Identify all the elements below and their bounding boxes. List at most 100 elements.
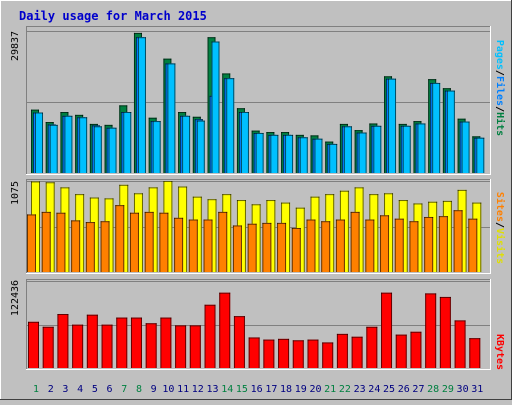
slash: / — [494, 70, 505, 76]
day-label: 2 — [48, 384, 54, 395]
sites-bar — [41, 211, 51, 272]
day-label: 30 — [457, 384, 469, 395]
day-label: 21 — [324, 384, 336, 395]
sites-bar — [56, 212, 66, 272]
sites-bar — [85, 222, 95, 272]
day-label: 3 — [62, 384, 68, 395]
hits-files-pages-panel — [26, 26, 491, 175]
slash: / — [494, 106, 505, 112]
day-label: 4 — [77, 384, 83, 395]
day-label: 24 — [368, 384, 380, 395]
visits-panel-ylabel: Sites/Visits — [494, 192, 506, 264]
sites-bar — [380, 215, 390, 272]
day-label: 26 — [398, 384, 410, 395]
sites-bar — [321, 221, 331, 272]
pages-bar — [388, 78, 397, 173]
pages-bar — [373, 125, 382, 173]
sites-bar — [438, 216, 448, 272]
kbytes-bar — [439, 296, 451, 368]
kbytes-bar — [28, 321, 39, 368]
day-label: 13 — [206, 384, 218, 395]
chart-title: Daily usage for March 2015 — [19, 9, 207, 23]
day-label: 28 — [427, 384, 439, 395]
kbytes-bar — [175, 325, 187, 368]
day-label: 1 — [33, 384, 39, 395]
kbytes-bar — [336, 333, 348, 368]
kbytes-bar — [42, 326, 54, 368]
pages-bar — [299, 137, 308, 173]
day-label: 10 — [162, 384, 174, 395]
pages-bar — [35, 112, 43, 173]
pages-bar — [196, 120, 205, 173]
pages-bar — [476, 137, 485, 173]
day-label: 15 — [236, 384, 248, 395]
sites-bar — [291, 227, 301, 272]
kbytes-bar — [72, 324, 84, 368]
sites-bar — [129, 212, 139, 272]
kbytes-label: KBytes — [494, 334, 505, 370]
sites-bar — [71, 220, 81, 272]
day-label: 29 — [442, 384, 454, 395]
pages-bar — [211, 41, 220, 174]
kbytes-bar — [366, 326, 378, 368]
files-label: Files — [494, 76, 506, 106]
sites-bar — [335, 219, 345, 272]
pages-bar — [461, 121, 470, 173]
kbytes-bar — [116, 317, 128, 368]
kbytes-bar — [469, 338, 481, 368]
sites-bar — [365, 219, 375, 272]
pages-bar — [123, 112, 132, 173]
kbytes-bar — [322, 342, 334, 368]
day-label: 8 — [136, 384, 142, 395]
sites-bar — [453, 210, 463, 272]
kbytes-bar — [248, 337, 260, 368]
sites-label: Sites — [494, 192, 506, 222]
kbytes-bar — [86, 314, 98, 368]
kbytes-bar — [263, 339, 275, 368]
pages-bar — [79, 117, 88, 173]
day-label: 25 — [383, 384, 395, 395]
pages-bar — [137, 37, 146, 173]
day-label: 20 — [309, 384, 321, 395]
day-label: 11 — [177, 384, 189, 395]
kbytes-panel-max-tick: 122436 — [10, 280, 21, 316]
pages-bar — [182, 115, 191, 173]
kbytes-bar — [130, 317, 142, 368]
kbytes-bar — [410, 331, 422, 368]
kbytes-bar — [204, 304, 216, 368]
kbytes-bar — [145, 323, 157, 368]
kbytes-bar — [278, 338, 290, 368]
pages-bar — [270, 134, 279, 173]
kbytes-bar — [101, 324, 113, 368]
pages-bar — [167, 63, 176, 173]
pages-bar — [93, 126, 102, 173]
day-label: 17 — [265, 384, 277, 395]
sites-bar — [277, 222, 287, 272]
slash: / — [494, 222, 505, 228]
sites-bar — [262, 222, 272, 272]
pages-bar — [226, 78, 235, 173]
pages-bar — [108, 127, 117, 173]
visits-panel-max-tick: 1075 — [10, 181, 21, 205]
kbytes-bar — [425, 293, 437, 368]
kbytes-panel-ylabel: KBytes — [494, 334, 505, 370]
day-label: 31 — [471, 384, 483, 395]
kbytes-bar — [219, 292, 231, 368]
day-label: 7 — [121, 384, 127, 395]
pages-bar — [49, 124, 58, 173]
pages-bar — [432, 82, 441, 173]
kbytes-bar — [160, 317, 172, 368]
pages-bar — [314, 138, 323, 173]
day-label: 22 — [339, 384, 351, 395]
hits-label: Hits — [494, 112, 506, 136]
kbytes-panel — [26, 279, 491, 370]
sites-bar — [203, 219, 213, 272]
day-label: 18 — [280, 384, 292, 395]
day-label: 19 — [295, 384, 307, 395]
kbytes-bar — [189, 325, 201, 368]
sites-bar — [174, 217, 184, 272]
kbytes-bar — [57, 313, 69, 368]
day-label: 9 — [151, 384, 157, 395]
sites-bar — [115, 205, 125, 272]
hits-panel-max-tick: 29837 — [10, 31, 21, 61]
